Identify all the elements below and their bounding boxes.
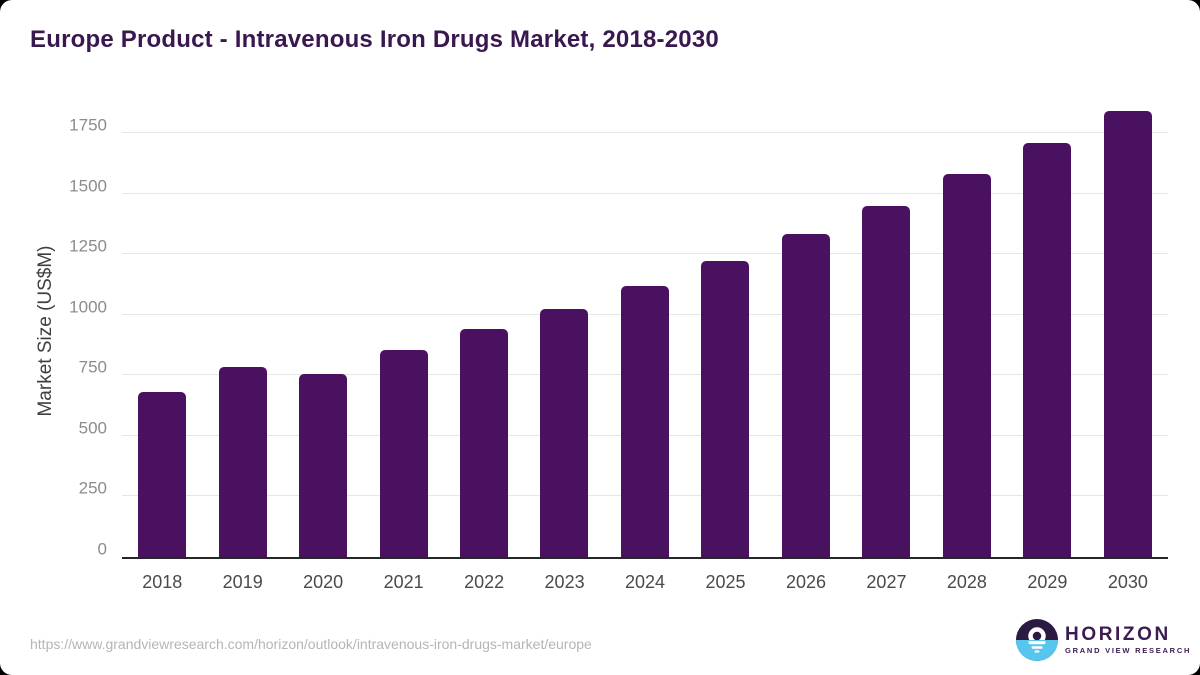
bar-2021 — [379, 349, 428, 557]
x-tick-label-2021: 2021 — [383, 572, 424, 592]
plot-area: 0 250 500 750 1000 1250 1500 1750 — [69, 105, 1168, 559]
chart-title: Europe Product - Intravenous Iron Drugs … — [30, 26, 719, 53]
y-tick-label-1750: 1750 — [69, 115, 107, 135]
y-tick-label-500: 500 — [78, 418, 107, 438]
gridline-1500 — [122, 192, 1168, 194]
y-tick-label-0: 0 — [97, 539, 107, 559]
bar-2024 — [620, 285, 669, 557]
horizon-logo: HORIZON GRAND VIEW RESEARCH — [1016, 619, 1191, 661]
bar-2025 — [701, 261, 750, 557]
bar-2028 — [942, 174, 991, 557]
bar-series — [122, 105, 1168, 557]
logo-name: HORIZON — [1065, 624, 1171, 645]
x-tick-label-2027: 2027 — [866, 572, 907, 592]
y-axis-title: Market Size (US$M) — [35, 245, 56, 417]
gridline-1250 — [122, 253, 1168, 255]
x-tick-label-2022: 2022 — [464, 572, 505, 592]
bar-2018 — [138, 392, 187, 557]
x-tick-label-2023: 2023 — [544, 572, 585, 592]
x-tick-label-2029: 2029 — [1027, 572, 1068, 592]
horizon-sunset-icon — [1016, 619, 1058, 661]
y-tick-label-750: 750 — [78, 357, 107, 377]
bar-2030 — [1103, 111, 1152, 557]
bar-2027 — [862, 205, 911, 557]
x-tick-label-2018: 2018 — [142, 572, 183, 592]
y-tick-label-1000: 1000 — [69, 297, 107, 317]
source-url: https://www.grandviewresearch.com/horizo… — [30, 636, 592, 652]
logo-text: HORIZON GRAND VIEW RESEARCH — [1065, 625, 1191, 655]
x-tick-label-2020: 2020 — [303, 572, 344, 592]
logo-tagline: GRAND VIEW RESEARCH — [1065, 646, 1192, 655]
bar-2023 — [540, 308, 589, 557]
x-tick-label-2019: 2019 — [222, 572, 263, 592]
bar-2026 — [781, 233, 830, 557]
bar-2020 — [299, 373, 348, 557]
gridline-1750 — [122, 132, 1168, 133]
y-tick-label-1250: 1250 — [69, 236, 107, 256]
bar-2029 — [1023, 142, 1072, 557]
x-tick-label-2026: 2026 — [785, 572, 826, 592]
x-tick-label-2028: 2028 — [946, 572, 987, 592]
y-tick-label-1500: 1500 — [69, 176, 107, 196]
x-axis-tick-labels: 2018 2019 2020 2021 2022 2023 2024 2025 2026 2027… — [122, 572, 1168, 593]
x-tick-label-2024: 2024 — [625, 572, 666, 592]
y-tick-label-250: 250 — [78, 478, 107, 498]
x-tick-label-2025: 2025 — [705, 572, 746, 592]
bar-2022 — [460, 329, 509, 557]
bar-2019 — [218, 366, 267, 557]
x-tick-label-2030: 2030 — [1107, 572, 1148, 592]
